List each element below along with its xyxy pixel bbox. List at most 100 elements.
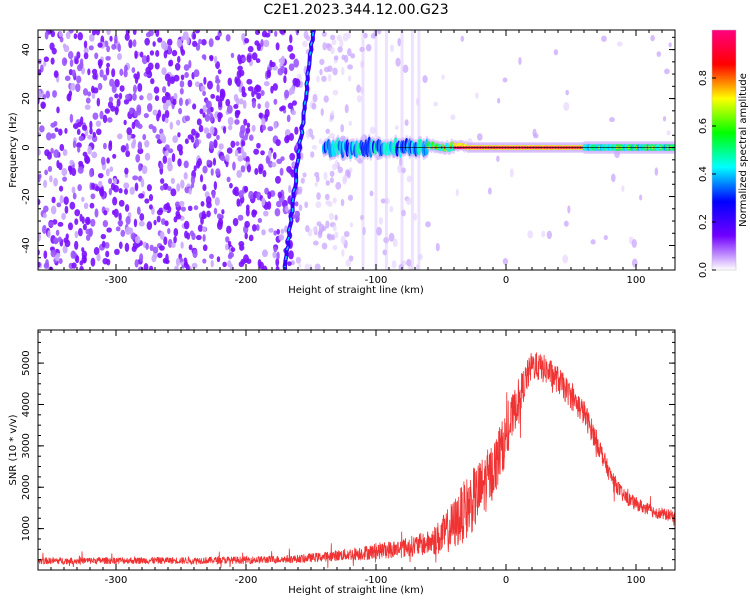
heatmap-cell [391, 260, 397, 269]
colorbar-tick-label: 0.4 [698, 166, 709, 182]
heatmap-cell [319, 58, 325, 66]
heatmap-cell [318, 223, 325, 233]
heatmap-cell [57, 221, 64, 227]
heatmap-cell [666, 130, 671, 136]
heatmap-cell [132, 242, 139, 250]
heatmap-cell [261, 197, 266, 206]
heatmap-cell [305, 129, 310, 139]
heatmap-cell [389, 206, 394, 213]
heatmap-cell [89, 168, 94, 178]
heatmap-cell [378, 217, 383, 225]
heatmap-cell [257, 218, 263, 224]
heatmap-cell [216, 134, 220, 141]
heatmap-cell [125, 150, 131, 158]
heatmap-cell [563, 220, 569, 227]
heatmap-cell [349, 222, 354, 228]
heatmap-cell [214, 197, 220, 206]
heatmap-cell [415, 97, 420, 106]
heatmap-cell [152, 41, 156, 47]
heatmap-cell [123, 69, 128, 78]
heatmap-cell [261, 30, 268, 38]
heatmap-cell [79, 213, 83, 222]
heatmap-cell [590, 239, 596, 245]
heatmap-cell [58, 258, 63, 264]
heatmap-cell [169, 121, 174, 130]
snr-x-tick-label: 0 [503, 575, 509, 586]
heatmap-cell [402, 64, 409, 74]
heatmap-cell [164, 220, 169, 227]
heatmap-cell [562, 254, 569, 264]
heatmap-cell [247, 45, 254, 53]
heatmap-cell [227, 77, 233, 86]
snr-x-tick-label: 100 [626, 575, 645, 586]
heatmap-cell [341, 67, 345, 76]
heatmap-cell [563, 101, 570, 111]
heatmap-cell [154, 62, 160, 70]
heatmap-cell [69, 201, 76, 210]
heatmap-cell [180, 179, 185, 189]
heatmap-cell [162, 102, 169, 111]
heatmap-cell [240, 165, 246, 173]
heatmap-cell [167, 148, 174, 154]
heatmap-cell [103, 210, 108, 216]
heatmap-cell [43, 262, 50, 269]
heatmap-cell [76, 142, 82, 149]
colorbar-bar [712, 30, 736, 270]
heatmap-cell [173, 92, 178, 101]
heatmap-cell [342, 33, 349, 42]
heatmap-cell [237, 155, 244, 162]
heatmap-cell [260, 39, 264, 47]
heatmap-cell [107, 117, 113, 123]
heatmap-cell [108, 140, 113, 147]
heatmap-cell [293, 58, 299, 68]
heatmap-cell [310, 151, 315, 158]
colorbar-tick-label: 0.2 [698, 214, 709, 230]
heatmap-cell [84, 156, 91, 165]
heatmap-cell [277, 191, 283, 199]
heatmap-cell [541, 230, 546, 238]
heatmap-cell [343, 54, 349, 63]
heatmap-cell [56, 202, 62, 208]
heatmap-cell [67, 51, 74, 60]
heatmap-cell [202, 244, 208, 252]
heatmap-cell [235, 141, 240, 147]
heatmap-cell [232, 217, 239, 227]
heatmap-cell [106, 227, 112, 233]
spectrogram-x-label: Height of straight line (km) [288, 285, 424, 296]
heatmap-cell [125, 143, 129, 152]
heatmap-cell [330, 47, 335, 55]
heatmap-cell [288, 63, 295, 71]
heatmap-cell [141, 165, 148, 174]
heatmap-cell [273, 230, 277, 236]
heatmap-cell [413, 213, 418, 221]
heatmap-cell [38, 198, 41, 206]
heatmap-cell [118, 241, 123, 250]
heatmap-cell [187, 79, 193, 88]
spectrogram-y-tick-label: -20 [21, 188, 32, 204]
heatmap-cell [323, 171, 328, 181]
heatmap-cell [184, 115, 191, 122]
heatmap-cell [227, 116, 234, 126]
heatmap-cell [85, 234, 91, 241]
heatmap-cell [360, 86, 364, 94]
heatmap-cell [292, 100, 297, 106]
heatmap-cell [350, 53, 356, 59]
heatmap-cell [87, 145, 92, 155]
heatmap-cell [329, 170, 335, 177]
colorbar-frame [711, 29, 737, 271]
heatmap-cell [61, 212, 66, 220]
heatmap-cell [650, 34, 655, 42]
heatmap-cell [141, 55, 148, 65]
heatmap-cell [70, 250, 76, 259]
heatmap-cell [330, 110, 335, 117]
snr-y-label: SNR (10 * v/v) [8, 414, 19, 485]
heatmap-cell [360, 60, 365, 68]
heatmap-cell [136, 107, 142, 116]
heatmap-cell [222, 126, 227, 134]
heatmap-cell [137, 148, 144, 155]
heatmap-cell [267, 149, 272, 159]
heatmap-cell [254, 40, 260, 46]
heatmap-cell [103, 142, 107, 150]
heatmap-cell [192, 249, 198, 259]
heatmap-cell [217, 69, 222, 75]
